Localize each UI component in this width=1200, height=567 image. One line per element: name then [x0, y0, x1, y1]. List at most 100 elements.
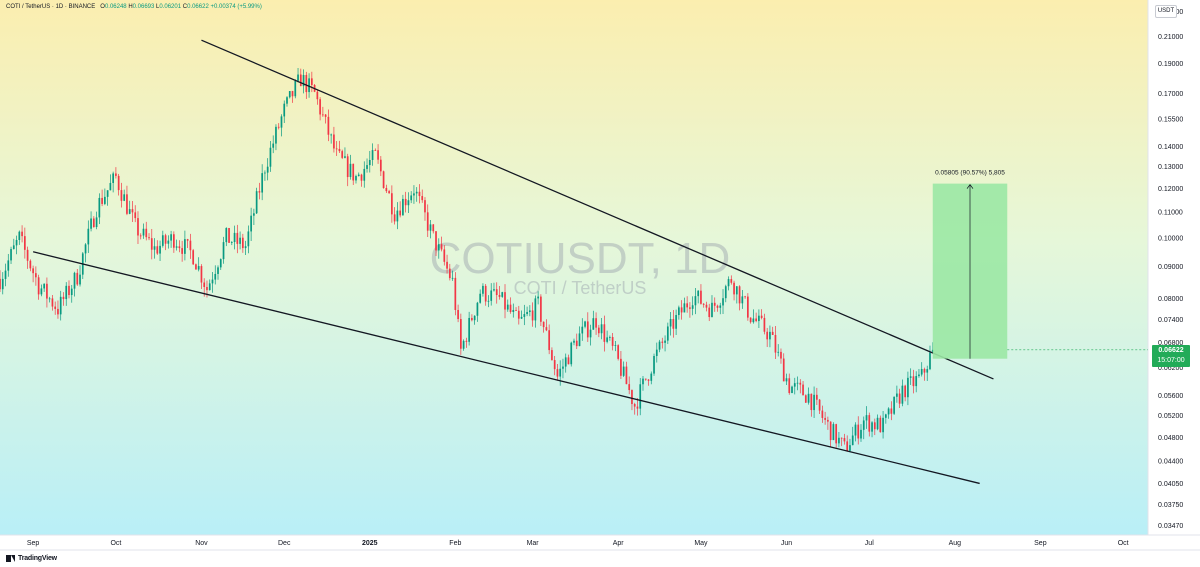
candle-body [860, 429, 862, 439]
candle-body [432, 224, 435, 232]
candle-body [142, 228, 145, 236]
candle-body [363, 168, 366, 181]
candle-body [476, 302, 479, 316]
candle-body [506, 304, 509, 310]
candle-body [73, 272, 76, 289]
candle-body [244, 246, 247, 249]
candle-body [929, 352, 931, 370]
symbol-description[interactable]: COTI / TetherUS · 1D · BINANCE [6, 4, 96, 10]
candle-body [744, 296, 746, 298]
candle-body [813, 394, 815, 411]
candle-body [664, 340, 666, 343]
candle-body [29, 260, 32, 269]
candle-body [755, 318, 757, 322]
last-price-value: 0.06622 [1158, 346, 1184, 354]
candle-body [835, 424, 838, 444]
tradingview-icon [6, 555, 16, 562]
candle-body [804, 395, 807, 403]
candle-body [327, 116, 330, 135]
candle-body [192, 250, 195, 265]
candle-body [606, 337, 608, 342]
candle-body [46, 283, 48, 299]
candle-body [846, 441, 849, 451]
price-tick-label: 0.06800 [1158, 340, 1183, 347]
candle-body [851, 435, 854, 446]
candle-body [796, 382, 799, 384]
bar-countdown: 15:07:00 [1157, 356, 1185, 364]
price-tick-label: 0.03750 [1158, 502, 1183, 509]
candle-body [465, 340, 468, 342]
candle-body [79, 274, 81, 285]
candle-body [131, 209, 134, 213]
candle-body [40, 288, 43, 295]
candle-body [540, 296, 542, 322]
price-tick-label: 0.09000 [1158, 264, 1183, 271]
candlestick-series[interactable] [0, 67, 934, 452]
candle-body [545, 327, 548, 331]
tradingview-logo[interactable]: TradingView [6, 555, 57, 562]
candle-body [857, 424, 860, 439]
price-range-measure[interactable]: 0.05805 (90.57%) 5,805 [932, 170, 1148, 359]
candle-body [211, 279, 214, 284]
close-label: C [182, 4, 188, 10]
candle-body [76, 272, 79, 285]
candle-body [424, 200, 426, 213]
candle-body [37, 277, 40, 295]
candle-body [352, 163, 355, 181]
candle-body [153, 246, 156, 250]
time-axis-panel[interactable] [0, 535, 1148, 567]
candle-body [622, 366, 625, 376]
time-tick-label: Aug [949, 540, 962, 547]
candle-body [371, 150, 374, 160]
candle-body [722, 298, 724, 306]
candle-body [802, 384, 804, 396]
candle-body [32, 268, 34, 274]
candle-body [446, 261, 448, 269]
candle-body [658, 341, 661, 350]
candle-body [887, 408, 890, 415]
candle-body [821, 410, 824, 418]
candle-body [471, 317, 473, 321]
candle-body [769, 331, 771, 340]
price-axis-panel[interactable] [1148, 0, 1200, 535]
candle-body [62, 296, 65, 300]
candle-body [738, 286, 741, 304]
candle-body [294, 80, 297, 97]
price-tick-label: 0.03470 [1158, 523, 1183, 530]
candle-body [106, 190, 109, 197]
candle-body [603, 324, 606, 342]
candle-body [832, 424, 835, 441]
candle-body [548, 330, 551, 351]
candle-body [479, 293, 482, 303]
symbol-legend[interactable]: COTI / TetherUS · 1D · BINANCE O0.06248 … [6, 4, 262, 10]
candle-body [357, 174, 360, 177]
price-tick-label: 0.21000 [1158, 34, 1183, 41]
candle-body [683, 303, 686, 313]
time-tick-label: Dec [278, 540, 291, 547]
candle-body [164, 235, 167, 244]
close-value: 0.06622 [187, 4, 209, 10]
candle-body [829, 421, 832, 441]
candle-body [139, 235, 142, 237]
candle-body [457, 309, 459, 320]
candle-body [360, 174, 363, 181]
candle-body [415, 191, 418, 194]
candle-body [366, 165, 368, 169]
candle-body [686, 303, 688, 308]
candle-body [167, 240, 170, 244]
candle-body [208, 283, 211, 291]
candle-body [310, 78, 313, 85]
price-tick-label: 0.04800 [1158, 435, 1183, 442]
time-tick-label: Mar [527, 540, 540, 547]
currency-button[interactable]: USDT [1155, 5, 1177, 18]
candle-body [600, 324, 603, 334]
price-tick-label: 0.06200 [1158, 365, 1183, 372]
candle-body [4, 270, 7, 279]
trendline-drawings[interactable] [32, 39, 994, 485]
candle-body [277, 126, 280, 128]
change-value: +0.00374 (+5.99%) [210, 4, 262, 10]
high-label: H [128, 4, 133, 10]
candle-body [766, 331, 769, 340]
